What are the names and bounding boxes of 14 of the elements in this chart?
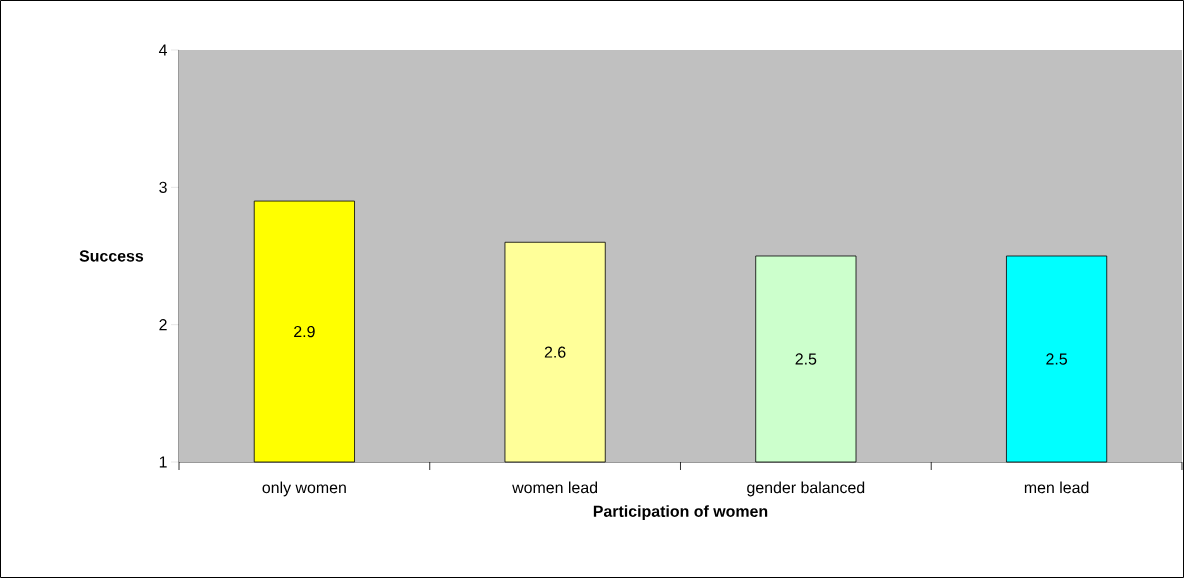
y-axis-title: Success [79, 250, 144, 262]
data-label: 2.9 [294, 325, 315, 338]
x-tick-label: only women [262, 481, 346, 497]
data-label: 2.5 [795, 353, 817, 365]
x-tick-label: men lead [1024, 481, 1089, 494]
x-axis-title: Participation of women [593, 505, 768, 521]
data-label: 2.6 [544, 346, 566, 358]
y-tick-label: 2 [159, 319, 167, 331]
data-label: 2.5 [1046, 353, 1067, 365]
y-tick-label: 1 [159, 456, 167, 468]
y-tick-label: 4 [158, 44, 168, 56]
y-tick-label: 3 [159, 181, 167, 193]
x-tick-label: women lead [512, 481, 598, 494]
x-tick-label: gender balanced [747, 481, 865, 497]
